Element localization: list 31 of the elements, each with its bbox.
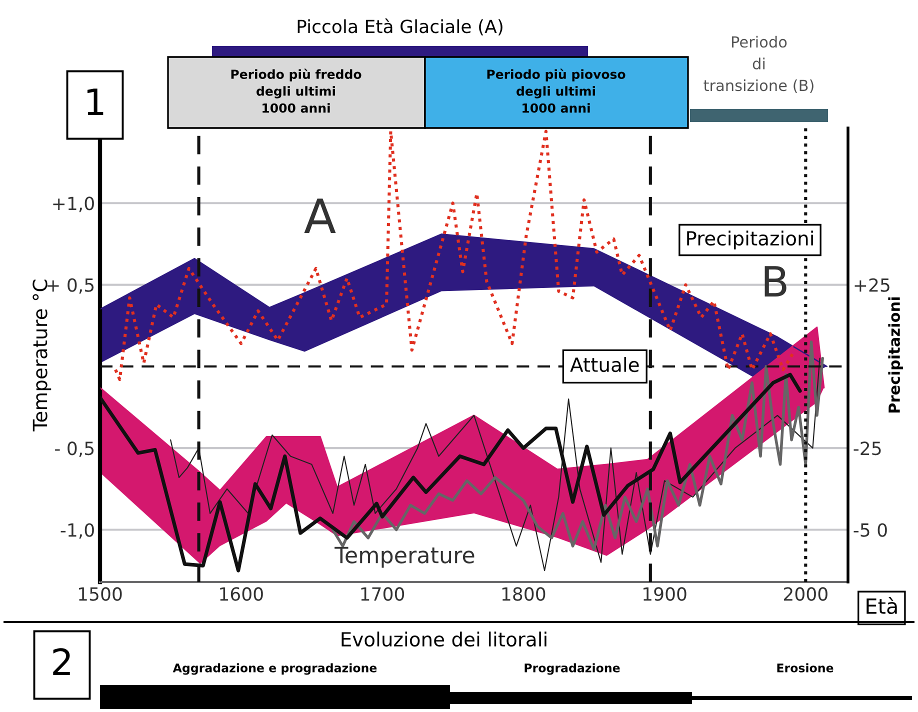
text: Aggradazione e progradazione [172,663,377,675]
text: Progradazione [524,663,620,675]
text: 2 [53,648,70,675]
y2-tick-label: +25 [854,278,890,292]
text: Piccola Età Glaciale (A) [298,18,502,36]
x-tick-label: 1500 [79,587,122,601]
x-tick-label: 1600 [220,587,263,601]
annotation: B [764,266,786,296]
x-axis-title: Età [866,597,897,614]
y2-tick-label: -5 0 [854,523,887,537]
y-tick-label: - 0,5 [55,442,94,458]
x-tick-label: 1800 [502,587,546,601]
ref-line-label: Attuale [570,357,639,372]
line-series [170,358,820,572]
annotation: Precipitazioni [687,230,813,250]
y-tick-label: +1,0 [53,196,94,212]
text: 1 [87,88,104,115]
text: Periodo più piovoso degli ultimi 1000 anni [487,68,626,113]
annotation: A [304,198,336,234]
y2-tick-label: -25 [854,442,881,456]
y2-axis-title: Precipitazioni [888,297,903,413]
x-tick-label: 1900 [644,587,686,601]
text: Evoluzione dei litorali [342,632,546,647]
text: Erosione [777,663,834,672]
x-tick-label: 2000 [784,587,828,601]
annotation: Temperature [334,546,474,568]
x-tick-label: 1700 [361,587,404,601]
y-tick-label: -1,0 [60,523,94,539]
y-tick-label: + 0,5 [47,278,94,294]
text: Periodo più freddo degli ultimi 1000 anni [231,68,362,113]
text: Periodo di transizione (B) [704,36,814,93]
